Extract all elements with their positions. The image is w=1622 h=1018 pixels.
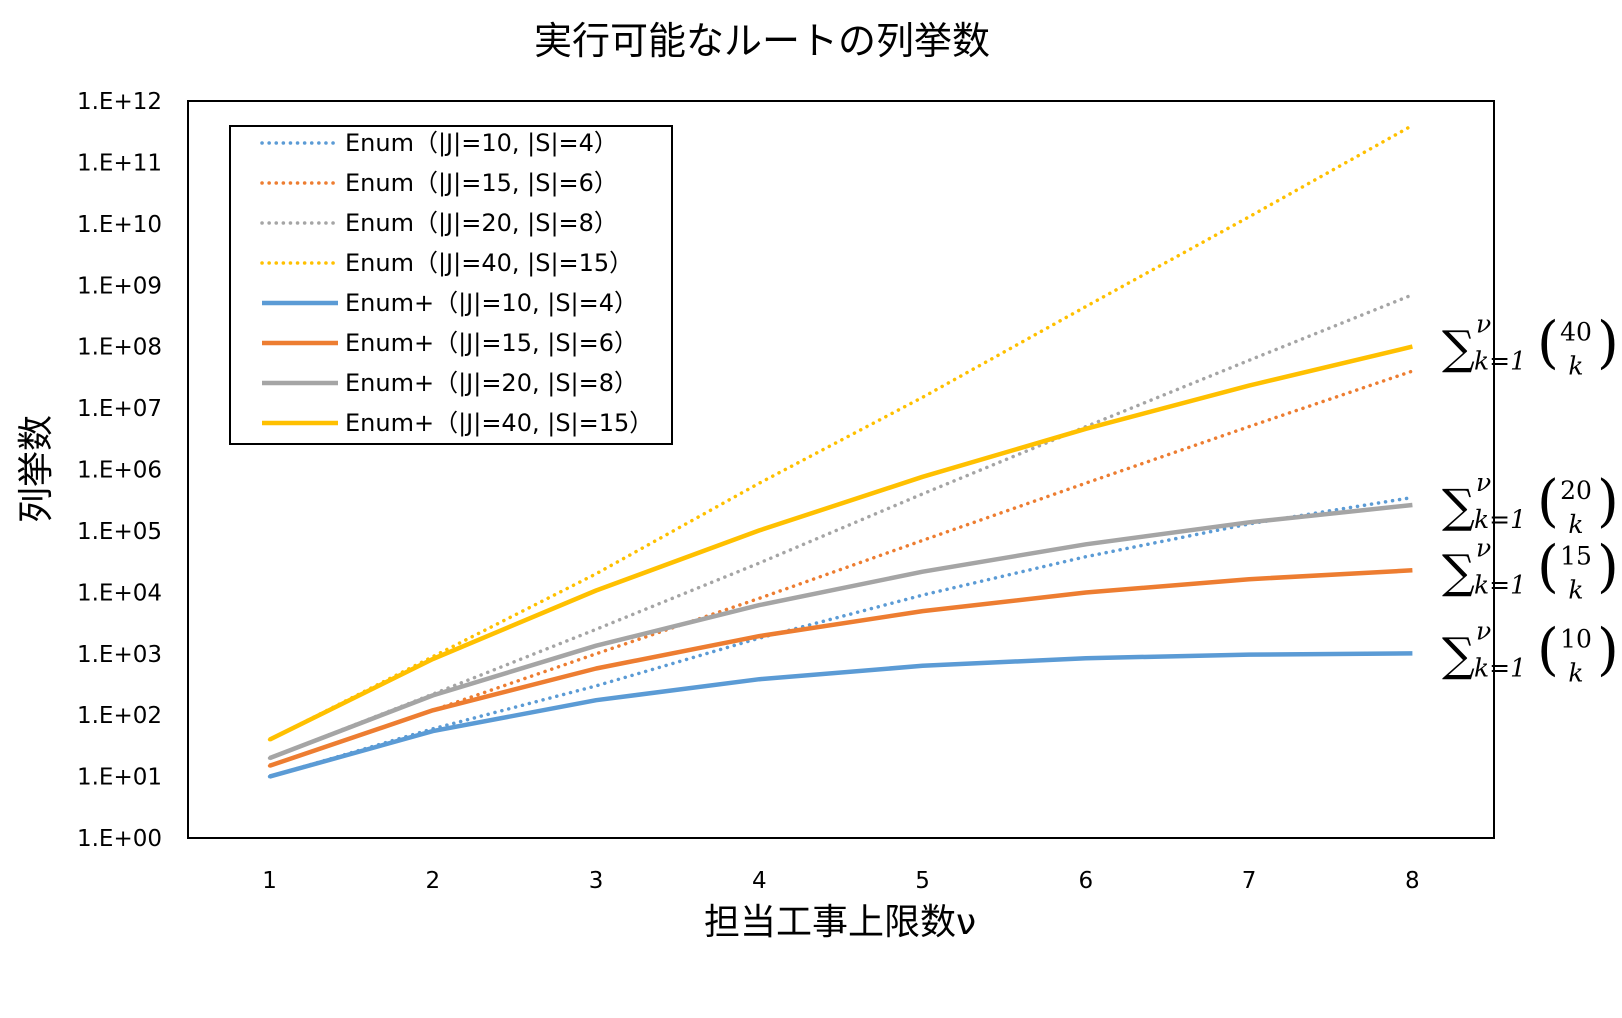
x-tick-labels: 1 2 3 4 5 6 7 8 (262, 868, 1419, 894)
x-axis-title: 担当工事上限数ν (704, 902, 976, 943)
legend-label: Enum+（|J|=10, |S|=4） (345, 289, 638, 317)
series-lines (267, 123, 1415, 779)
series-line-6 (268, 502, 1413, 761)
y-axis-title: 列挙数 (16, 415, 57, 523)
sum-lower-limit: k=1 (1474, 653, 1526, 682)
series-line-2 (267, 293, 1415, 760)
binom-right-paren: ) (1597, 534, 1619, 599)
sum-symbol: ∑ (1442, 479, 1475, 533)
legend-label: Enum（|J|=40, |S|=15） (345, 249, 633, 277)
binom-right-paren: ) (1597, 469, 1619, 534)
binom-top: 20 (1560, 476, 1592, 505)
binom-bottom: k (1568, 352, 1583, 381)
sum-symbol: ∑ (1442, 627, 1475, 681)
sum-symbol: ∑ (1442, 544, 1475, 598)
sum-upper-limit: ν (1476, 533, 1491, 562)
formula-annotation: ∑ ν k=1 (40 k) (1442, 310, 1619, 381)
y-tick-labels: 1.E+00 1.E+01 1.E+02 1.E+03 1.E+04 1.E+05 1.E+… (77, 89, 162, 852)
formula-annotation: ∑ ν k=1 (10 k) (1442, 616, 1619, 687)
legend-label: Enum+（|J|=15, |S|=6） (345, 329, 638, 357)
y-tick-label: 1.E+01 (77, 765, 162, 791)
formula-annotation: ∑ ν k=1 (15 k) (1442, 533, 1619, 604)
binom-bottom: k (1568, 658, 1583, 687)
plot-area (187, 100, 1495, 839)
legend: Enum（|J|=10, |S|=4） Enum（|J|=15, |S|=6） En… (229, 125, 673, 445)
legend-box (229, 125, 673, 445)
sum-lower-limit: k=1 (1474, 570, 1526, 599)
binom-left-paren: ( (1537, 534, 1559, 599)
y-tick-label: 1.E+05 (77, 519, 162, 545)
binom-top: 10 (1560, 624, 1592, 653)
x-tick-label: 1 (262, 868, 277, 894)
sum-lower-limit: k=1 (1474, 347, 1526, 376)
x-tick-label: 2 (426, 868, 441, 894)
legend-label: Enum+（|J|=20, |S|=8） (345, 369, 638, 397)
binom-top: 15 (1560, 541, 1592, 570)
binom-bottom: k (1568, 575, 1583, 604)
x-tick-label: 3 (589, 868, 604, 894)
y-tick-label: 1.E+03 (77, 642, 162, 668)
formula-annotation: ∑ ν k=1 (20 k) (1442, 468, 1619, 539)
binom-left-paren: ( (1537, 311, 1559, 376)
y-tick-label: 1.E+06 (77, 458, 162, 484)
x-tick-label: 7 (1242, 868, 1257, 894)
binom-left-paren: ( (1537, 617, 1559, 682)
x-tick-label: 4 (752, 868, 767, 894)
y-tick-label: 1.E+12 (77, 89, 162, 115)
y-tick-label: 1.E+00 (77, 826, 162, 852)
binom-right-paren: ) (1597, 617, 1619, 682)
binom-bottom: k (1568, 510, 1583, 539)
y-tick-label: 1.E+02 (77, 703, 162, 729)
x-tick-label: 8 (1405, 868, 1420, 894)
y-tick-label: 1.E+07 (77, 396, 162, 422)
legend-label: Enum+（|J|=40, |S|=15） (345, 409, 653, 437)
y-tick-label: 1.E+09 (77, 273, 162, 299)
legend-label: Enum（|J|=10, |S|=4） (345, 129, 618, 157)
formula-annotations: ∑ νk=1(40k)∑ νk=1(20k)∑ νk=1(15k)∑ νk=1(10k) (1442, 310, 1619, 688)
sum-lower-limit: k=1 (1474, 505, 1526, 534)
legend-label: Enum（|J|=20, |S|=8） (345, 209, 618, 237)
sum-upper-limit: ν (1476, 468, 1491, 497)
series-line-4 (268, 651, 1413, 779)
binom-right-paren: ) (1597, 311, 1619, 376)
binom-left-paren: ( (1537, 469, 1559, 534)
series-line-5 (268, 568, 1413, 768)
sum-upper-limit: ν (1476, 616, 1491, 645)
series-line-0 (267, 495, 1415, 779)
series-line-3 (267, 123, 1415, 742)
series-line-1 (267, 369, 1415, 768)
sum-symbol: ∑ (1442, 321, 1475, 375)
legend-label: Enum（|J|=15, |S|=6） (345, 169, 618, 197)
y-tick-label: 1.E+08 (77, 335, 162, 361)
y-tick-label: 1.E+10 (77, 212, 162, 238)
chart-title: 実行可能なルートの列挙数 (534, 19, 990, 63)
binom-top: 40 (1560, 318, 1592, 347)
x-tick-label: 5 (915, 868, 930, 894)
y-tick-label: 1.E+04 (77, 580, 162, 606)
x-tick-label: 6 (1079, 868, 1094, 894)
y-tick-label: 1.E+11 (77, 150, 162, 176)
series-line-7 (268, 344, 1413, 742)
sum-upper-limit: ν (1476, 310, 1491, 339)
